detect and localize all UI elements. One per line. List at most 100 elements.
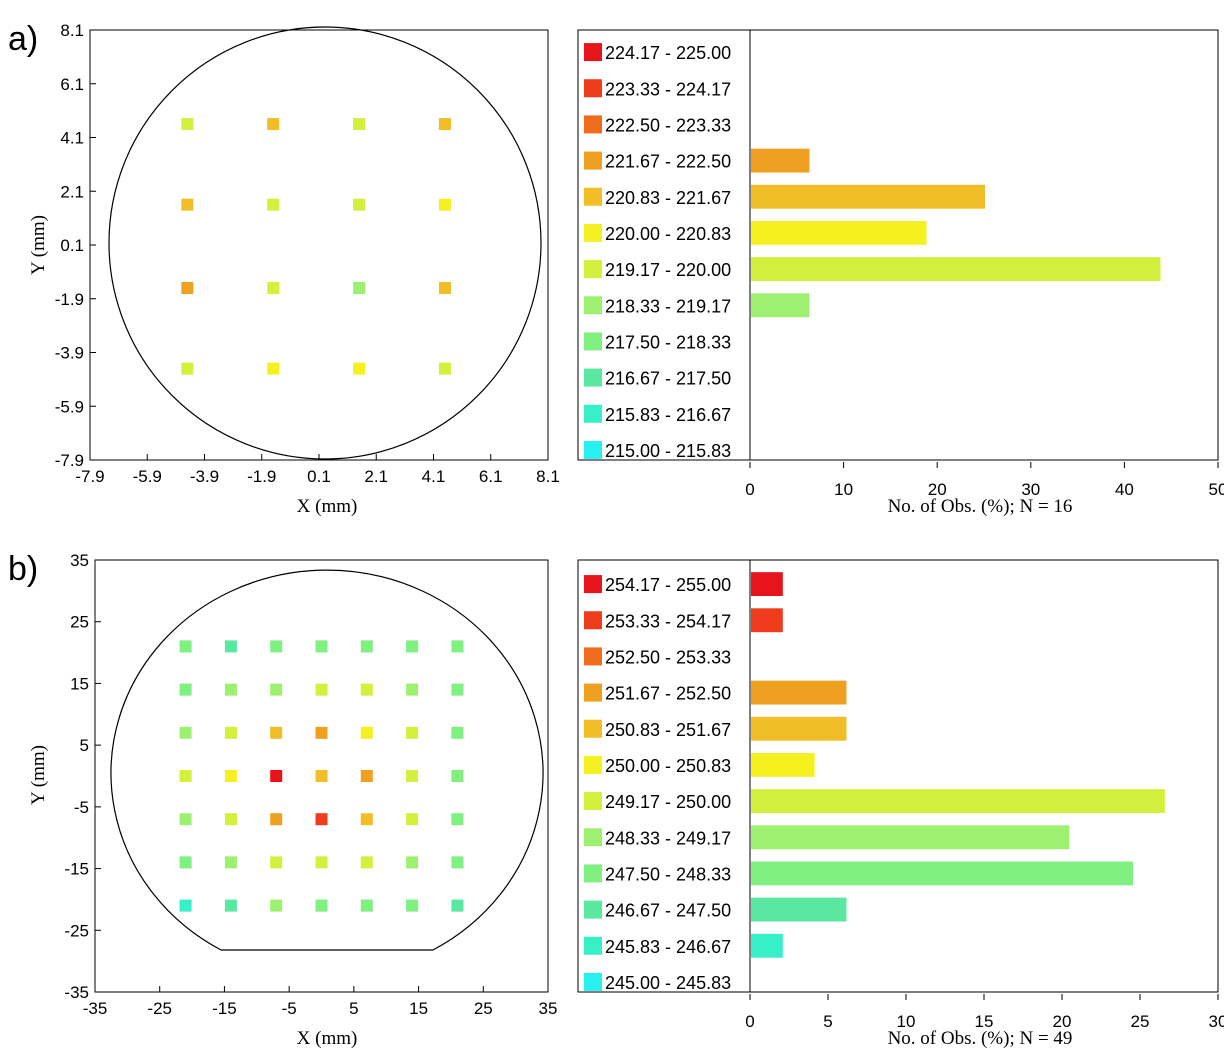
map-b-die-point	[270, 770, 283, 782]
map-b-y-tick-label: 15	[70, 674, 89, 693]
map-b-x-tick-label: 25	[474, 999, 493, 1018]
map-a-die-point	[267, 362, 280, 375]
histogram-b: No. of Obs. (%); N = 49 254.17 - 255.00 2…	[577, 559, 1224, 1049]
map-a-die-point	[438, 282, 451, 294]
map-b-die-point	[406, 856, 419, 869]
hist-a-legend-swatch	[584, 43, 602, 62]
map-b-y-tick-label: -25	[64, 921, 89, 940]
hist-a-legend-label: 217.50 - 218.33	[605, 332, 731, 352]
map-b-y-tick-label: 5	[80, 736, 89, 755]
hist-b-bar	[751, 752, 815, 777]
map-b-y-tick-label: -5	[74, 798, 89, 817]
map-a-x-tick-label: 2.1	[364, 467, 388, 486]
hist-b-bar	[751, 861, 1134, 886]
map-b-die-point	[179, 813, 192, 826]
map-b-die-point	[224, 726, 237, 739]
map-b-die-point	[406, 770, 419, 782]
map-a-die-point	[438, 198, 451, 211]
map-b-y-axis-title: Y (mm)	[28, 745, 49, 805]
hist-b-legend-swatch	[584, 900, 602, 919]
hist-a-legend-swatch	[584, 151, 602, 170]
map-a-die-point	[438, 118, 451, 131]
map-b-die-point	[270, 683, 283, 696]
map-b-die-point	[270, 813, 283, 826]
map-b-die-point	[270, 726, 283, 739]
map-a-die-point	[181, 198, 194, 211]
map-b-x-tick-label: 15	[409, 999, 428, 1018]
map-b-x-tick-label: -25	[147, 999, 172, 1018]
hist-b-legend-label: 248.33 - 249.17	[605, 828, 731, 848]
hist-b-x-tick-label: 15	[975, 1012, 994, 1031]
hist-a-legend-label: 215.83 - 216.67	[605, 405, 731, 425]
hist-a-legend-label: 222.50 - 223.33	[605, 115, 731, 135]
map-a-y-tick-label: -5.9	[55, 397, 84, 416]
map-a-y-tick-label: 8.1	[60, 21, 84, 40]
hist-a-x-axis-title: No. of Obs. (%); N = 16	[888, 496, 1073, 517]
panel-label-a: a)	[8, 20, 38, 58]
map-b-die-point	[360, 683, 373, 696]
map-b-die-point	[179, 726, 192, 739]
map-b-die-point	[406, 899, 419, 912]
hist-b-legend-label: 249.17 - 250.00	[605, 792, 731, 812]
hist-a-bar	[751, 220, 927, 245]
hist-a-x-tick-label: 20	[928, 480, 947, 499]
map-b-die-point	[315, 813, 328, 826]
hist-b-legend-label: 245.00 - 245.83	[605, 973, 731, 993]
wafer-outline-a	[108, 26, 542, 460]
map-a-y-tick-label: 0.1	[60, 236, 84, 255]
map-b-die-point	[360, 856, 373, 869]
hist-a-legend-swatch	[584, 223, 602, 242]
hist-b-x-tick-label: 30	[1209, 1012, 1224, 1031]
map-b-die-point	[360, 770, 373, 782]
hist-b-legend-label: 250.00 - 250.83	[605, 756, 731, 776]
hist-a-legend-swatch	[584, 187, 602, 206]
map-b-die-point	[406, 813, 419, 826]
map-a-y-tick-label: 4.1	[60, 129, 84, 148]
hist-b-legend-label: 251.67 - 252.50	[605, 684, 731, 704]
map-a-die-point	[267, 118, 280, 131]
map-b-die-point	[406, 640, 419, 653]
map-b-y-tick-label: 25	[70, 613, 89, 632]
hist-a-legend-swatch	[584, 404, 602, 423]
hist-b-x-tick-label: 25	[1131, 1012, 1150, 1031]
map-b-die-point	[360, 899, 373, 912]
hist-a-x-tick-label: 30	[1021, 480, 1040, 499]
map-a-die-point	[181, 362, 194, 375]
map-b-die-point	[179, 640, 192, 653]
hist-a-legend-swatch	[584, 332, 602, 351]
map-b-x-tick-label: -5	[282, 999, 297, 1018]
map-b-die-point	[315, 856, 328, 869]
hist-a-bar	[751, 184, 985, 209]
hist-a-x-tick-label: 40	[1115, 480, 1134, 499]
map-b-die-point	[224, 640, 237, 653]
hist-b-legend-swatch	[584, 575, 602, 594]
map-a-x-tick-label: -3.9	[190, 467, 219, 486]
hist-b-legend-swatch	[584, 755, 602, 774]
map-b-die-point	[360, 813, 373, 826]
map-b-die-point	[224, 813, 237, 826]
hist-b-x-tick-label: 0	[745, 1012, 754, 1031]
map-b-die-point	[451, 683, 464, 696]
map-a-x-axis-title: X (mm)	[297, 496, 358, 517]
hist-b-bar	[751, 608, 783, 633]
hist-a-bar	[751, 148, 810, 173]
map-b-die-point	[179, 683, 192, 696]
wafer-outline-b	[110, 569, 544, 951]
map-a-y-tick-label: -7.9	[55, 451, 84, 470]
map-a-die-point	[267, 198, 280, 211]
map-b-die-point	[451, 813, 464, 826]
map-a-y-tick-label: 2.1	[60, 182, 84, 201]
map-a-die-point	[353, 362, 366, 375]
map-b-die-point	[224, 683, 237, 696]
wafer-map-b: X (mm) Y (mm) -35 -25 -15 -5 5 15 25 35 -35 -25 -1…	[28, 551, 557, 1049]
hist-b-legend-swatch	[584, 611, 602, 630]
map-b-x-tick-label: 5	[349, 999, 358, 1018]
map-b-die-point	[315, 726, 328, 739]
hist-a-legend-swatch	[584, 115, 602, 134]
map-a-die-point	[438, 362, 451, 375]
hist-b-legend-swatch	[584, 792, 602, 811]
hist-a-x-tick-label: 50	[1209, 480, 1224, 499]
map-a-y-tick-label: 6.1	[60, 75, 84, 94]
hist-a-legend-swatch	[584, 368, 602, 387]
